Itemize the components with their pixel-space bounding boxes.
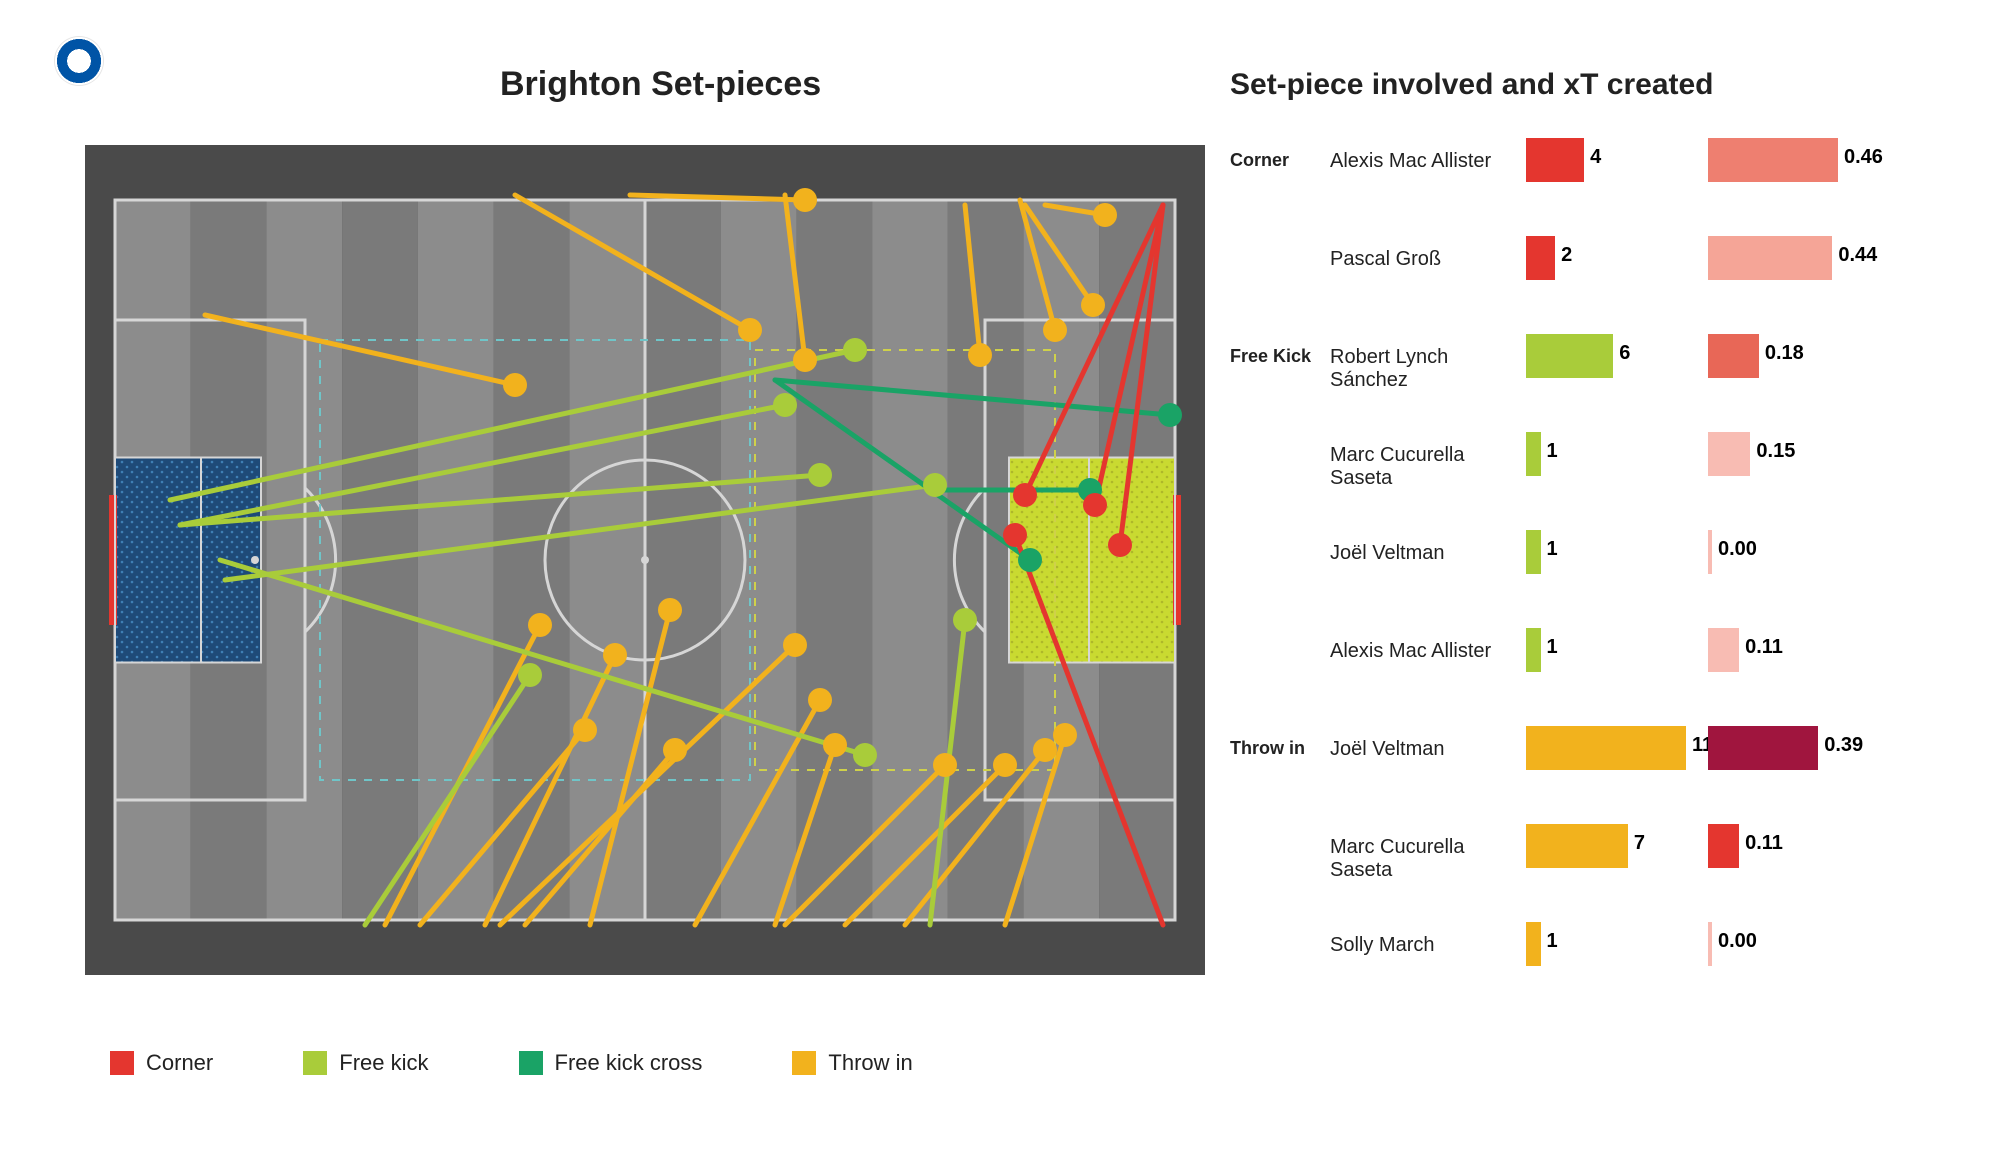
bar-row: Marc Cucurella Saseta 1 0.15 — [1230, 404, 1865, 502]
bar-xt-value: 0.11 — [1745, 832, 1783, 855]
legend-free-kick-swatch — [303, 1051, 327, 1075]
bar-row: Free KickRobert Lynch Sánchez 6 0.18 — [1230, 306, 1865, 404]
bar-row: Marc Cucurella Saseta 7 0.11 — [1230, 796, 1865, 894]
legend: Corner Free kick Free kick cross Throw i… — [110, 1050, 913, 1076]
bar-row: CornerAlexis Mac Allister40.46 — [1230, 110, 1865, 208]
bar-count — [1526, 628, 1541, 672]
bar-xt — [1708, 432, 1750, 476]
bar-xt-value: 0.18 — [1765, 342, 1804, 365]
legend-fk-cross-swatch — [519, 1051, 543, 1075]
bar-chart: CornerAlexis Mac Allister40.46Pascal Gro… — [1230, 110, 1865, 992]
bar-player-name: Joël Veltman — [1330, 738, 1520, 761]
bar-count — [1526, 138, 1584, 182]
bar-row: Throw inJoël Veltman110.39 — [1230, 698, 1865, 796]
bar-count-value: 4 — [1590, 146, 1601, 169]
bar-category: Free Kick — [1230, 346, 1325, 367]
bar-player-name: Marc Cucurella Saseta — [1330, 444, 1520, 490]
bar-count — [1526, 726, 1686, 770]
bar-player-name: Alexis Mac Allister — [1330, 150, 1520, 173]
bar-xt-track — [1708, 628, 1878, 672]
bar-count-track — [1526, 824, 1696, 868]
pitch-chart — [85, 145, 1205, 975]
bar-xt — [1708, 236, 1832, 280]
bar-category: Throw in — [1230, 738, 1325, 759]
bar-count-value: 1 — [1547, 930, 1558, 953]
legend-corner: Corner — [110, 1050, 213, 1076]
bar-xt — [1708, 922, 1712, 966]
bar-player-name: Alexis Mac Allister — [1330, 640, 1520, 663]
bar-xt — [1708, 628, 1739, 672]
legend-free-kick: Free kick — [303, 1050, 428, 1076]
legend-fk-cross-label: Free kick cross — [555, 1050, 703, 1076]
legend-fk-cross: Free kick cross — [519, 1050, 703, 1076]
chart-title-right: Set-piece involved and xT created — [1230, 68, 1714, 102]
page: Brighton Set-pieces Set-piece involved a… — [0, 0, 2000, 1175]
bar-category: Corner — [1230, 150, 1325, 171]
bar-count-value: 2 — [1561, 244, 1572, 267]
bar-xt-value: 0.00 — [1718, 538, 1757, 561]
bar-xt-value: 0.46 — [1844, 146, 1883, 169]
bar-count-track — [1526, 334, 1696, 378]
pitch-svg — [85, 145, 1205, 975]
bar-count — [1526, 824, 1628, 868]
bar-count-track — [1526, 236, 1696, 280]
brighton-logo — [55, 37, 103, 85]
bar-player-name: Robert Lynch Sánchez — [1330, 346, 1520, 392]
bar-xt-track — [1708, 824, 1878, 868]
legend-throw-in: Throw in — [792, 1050, 912, 1076]
bar-xt-value: 0.15 — [1756, 440, 1795, 463]
bar-count — [1526, 922, 1541, 966]
bar-player-name: Pascal Groß — [1330, 248, 1520, 271]
bar-count-track — [1526, 726, 1696, 770]
bar-count-track — [1526, 138, 1696, 182]
bar-xt-value: 0.44 — [1838, 244, 1877, 267]
bar-player-name: Solly March — [1330, 934, 1520, 957]
legend-throw-in-swatch — [792, 1051, 816, 1075]
chart-title-left: Brighton Set-pieces — [500, 65, 821, 104]
bar-row: Alexis Mac Allister 1 0.11 — [1230, 600, 1865, 698]
bar-player-name: Marc Cucurella Saseta — [1330, 836, 1520, 882]
bar-xt — [1708, 726, 1818, 770]
bar-xt-value: 0.11 — [1745, 636, 1783, 659]
bar-count — [1526, 530, 1541, 574]
bar-xt-value: 0.00 — [1718, 930, 1757, 953]
bar-row: Pascal Groß20.44 — [1230, 208, 1865, 306]
bar-count — [1526, 236, 1555, 280]
bar-count — [1526, 432, 1541, 476]
bar-row: Joël Veltman 1 0.00 — [1230, 502, 1865, 600]
bar-count — [1526, 334, 1613, 378]
bar-xt — [1708, 334, 1759, 378]
bar-row: Solly March 1 0.00 — [1230, 894, 1865, 992]
bar-count-value: 7 — [1634, 832, 1645, 855]
legend-free-kick-label: Free kick — [339, 1050, 428, 1076]
bar-xt — [1708, 824, 1739, 868]
legend-throw-in-label: Throw in — [828, 1050, 912, 1076]
bar-count-value: 6 — [1619, 342, 1630, 365]
bar-xt — [1708, 530, 1712, 574]
bar-count-value: 1 — [1547, 440, 1558, 463]
legend-corner-label: Corner — [146, 1050, 213, 1076]
bar-count-value: 1 — [1547, 636, 1558, 659]
bar-player-name: Joël Veltman — [1330, 542, 1520, 565]
bar-xt-value: 0.39 — [1824, 734, 1863, 757]
legend-corner-swatch — [110, 1051, 134, 1075]
bar-xt — [1708, 138, 1838, 182]
bar-count-value: 1 — [1547, 538, 1558, 561]
